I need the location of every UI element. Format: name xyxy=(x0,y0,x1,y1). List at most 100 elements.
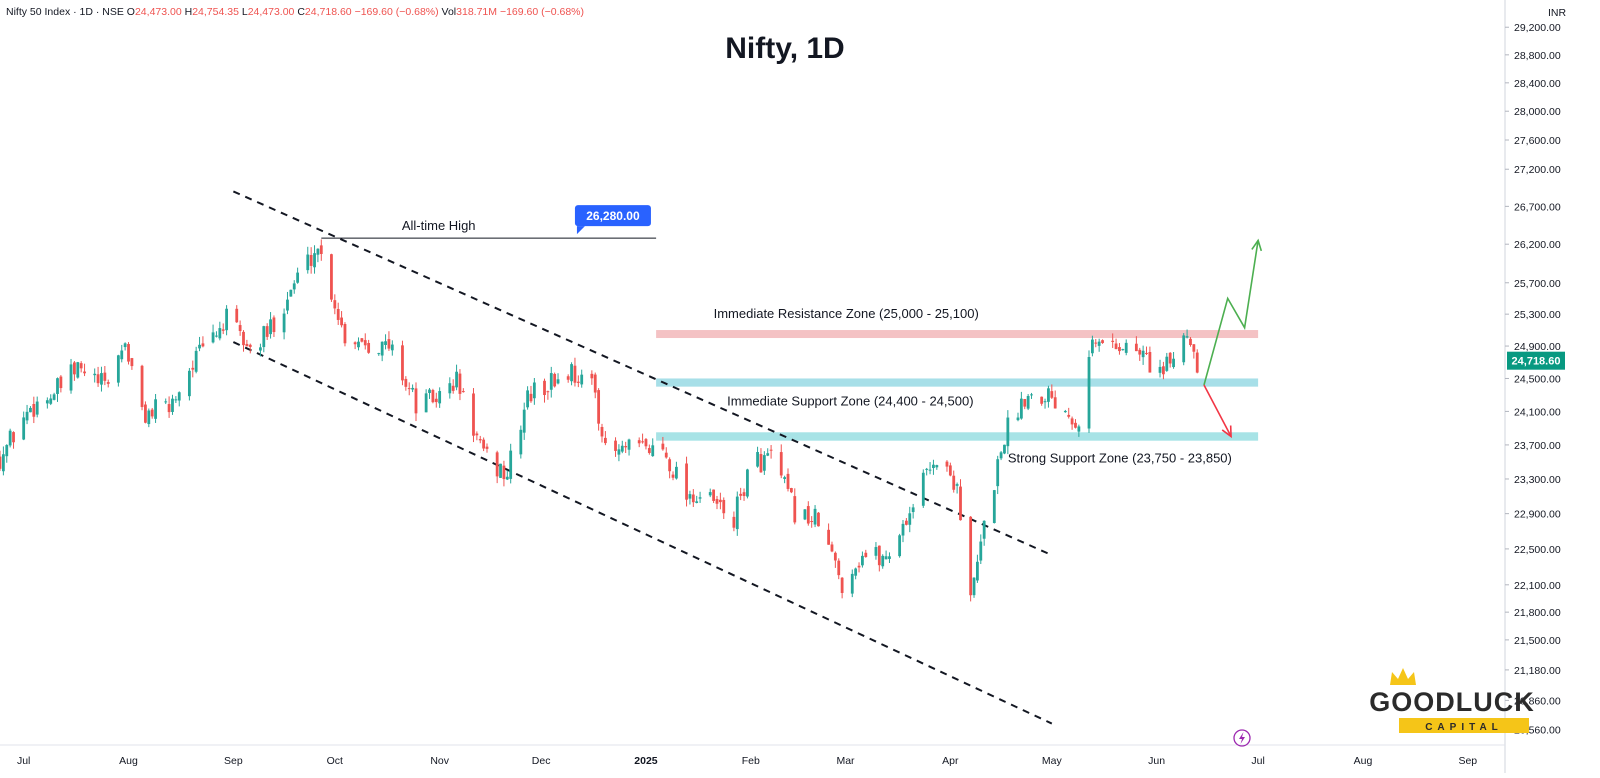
candle[interactable] xyxy=(735,491,739,536)
candle[interactable] xyxy=(29,406,32,413)
candle[interactable] xyxy=(194,346,198,374)
candle[interactable] xyxy=(766,448,770,457)
ath-value-tag[interactable] xyxy=(574,205,651,227)
candle[interactable] xyxy=(620,440,624,454)
candle[interactable] xyxy=(1040,396,1044,406)
candle[interactable] xyxy=(969,516,973,602)
candle[interactable] xyxy=(695,495,699,504)
candle[interactable] xyxy=(83,363,86,377)
candle[interactable] xyxy=(881,554,885,569)
candle[interactable] xyxy=(1165,352,1169,372)
candle[interactable] xyxy=(1063,409,1067,413)
candle[interactable] xyxy=(553,372,557,388)
candle[interactable] xyxy=(316,248,320,263)
candle[interactable] xyxy=(218,321,222,341)
candle[interactable] xyxy=(103,366,107,386)
candle[interactable] xyxy=(1172,352,1175,369)
candle[interactable] xyxy=(22,411,26,441)
candle[interactable] xyxy=(414,382,418,422)
candle[interactable] xyxy=(833,551,837,568)
candle[interactable] xyxy=(675,461,678,480)
candle[interactable] xyxy=(1162,361,1165,380)
candle[interactable] xyxy=(715,495,719,510)
candle[interactable] xyxy=(1074,419,1077,429)
candle[interactable] xyxy=(928,462,932,475)
candle[interactable] xyxy=(269,312,272,339)
candle[interactable] xyxy=(59,375,63,393)
candle[interactable] xyxy=(333,294,337,315)
candle[interactable] xyxy=(248,343,252,354)
candle[interactable] xyxy=(810,516,814,528)
candle[interactable] xyxy=(1158,359,1162,378)
candle[interactable] xyxy=(756,446,759,468)
candle[interactable] xyxy=(698,491,702,503)
candle[interactable] xyxy=(627,438,631,456)
candle[interactable] xyxy=(235,305,239,323)
candle[interactable] xyxy=(93,368,97,383)
candle[interactable] xyxy=(566,374,570,383)
candle[interactable] xyxy=(898,533,902,558)
candle[interactable] xyxy=(353,341,357,350)
candle[interactable] xyxy=(225,305,228,336)
candle[interactable] xyxy=(519,425,523,459)
plot-area[interactable] xyxy=(0,0,1505,745)
candle[interactable] xyxy=(32,396,36,424)
candle[interactable] xyxy=(167,396,171,418)
bear-projection-arrow[interactable] xyxy=(1203,384,1232,437)
candle[interactable] xyxy=(837,558,841,580)
candle[interactable] xyxy=(1070,416,1074,430)
candle[interactable] xyxy=(742,488,746,501)
candle[interactable] xyxy=(1141,345,1145,365)
candle[interactable] xyxy=(336,302,340,325)
zone-band[interactable] xyxy=(656,330,1259,339)
candle[interactable] xyxy=(708,488,712,498)
candle[interactable] xyxy=(854,567,858,580)
candle[interactable] xyxy=(864,549,868,558)
candle[interactable] xyxy=(387,331,391,351)
candle[interactable] xyxy=(215,331,218,338)
candle[interactable] xyxy=(904,518,908,526)
candle[interactable] xyxy=(1138,347,1142,361)
candle[interactable] xyxy=(1019,391,1023,420)
candle[interactable] xyxy=(786,468,790,492)
candle[interactable] xyxy=(888,552,891,563)
candle[interactable] xyxy=(908,506,912,533)
candle[interactable] xyxy=(404,376,408,391)
zone-band[interactable] xyxy=(656,378,1259,387)
candle[interactable] xyxy=(1097,338,1101,352)
candle[interactable] xyxy=(793,488,797,525)
candle[interactable] xyxy=(330,253,333,302)
candle[interactable] xyxy=(857,562,861,573)
candle[interactable] xyxy=(401,340,404,386)
candle[interactable] xyxy=(259,343,262,357)
candle[interactable] xyxy=(644,437,648,450)
candle[interactable] xyxy=(363,333,367,350)
candle[interactable] xyxy=(1077,424,1081,437)
candle[interactable] xyxy=(722,497,726,519)
candle[interactable] xyxy=(482,437,486,452)
candle[interactable] xyxy=(979,534,983,565)
candle[interactable] xyxy=(850,569,854,598)
candle[interactable] xyxy=(522,402,526,440)
candle[interactable] xyxy=(546,390,550,400)
candle[interactable] xyxy=(637,437,641,448)
candle[interactable] xyxy=(647,444,651,455)
candle[interactable] xyxy=(932,459,935,475)
candle[interactable] xyxy=(1087,350,1091,433)
candle[interactable] xyxy=(191,360,195,378)
candle[interactable] xyxy=(478,435,482,444)
candle[interactable] xyxy=(1111,333,1115,348)
candle[interactable] xyxy=(1101,339,1104,344)
candle[interactable] xyxy=(948,462,952,477)
candle[interactable] xyxy=(803,508,807,521)
candle[interactable] xyxy=(76,361,80,379)
candle[interactable] xyxy=(174,396,178,404)
candle[interactable] xyxy=(221,323,225,335)
candle[interactable] xyxy=(343,322,347,347)
candle[interactable] xyxy=(154,393,157,423)
candle[interactable] xyxy=(289,289,293,297)
candle[interactable] xyxy=(25,404,29,425)
candle[interactable] xyxy=(1118,343,1121,355)
candle[interactable] xyxy=(384,334,387,350)
zone-band[interactable] xyxy=(656,432,1259,441)
